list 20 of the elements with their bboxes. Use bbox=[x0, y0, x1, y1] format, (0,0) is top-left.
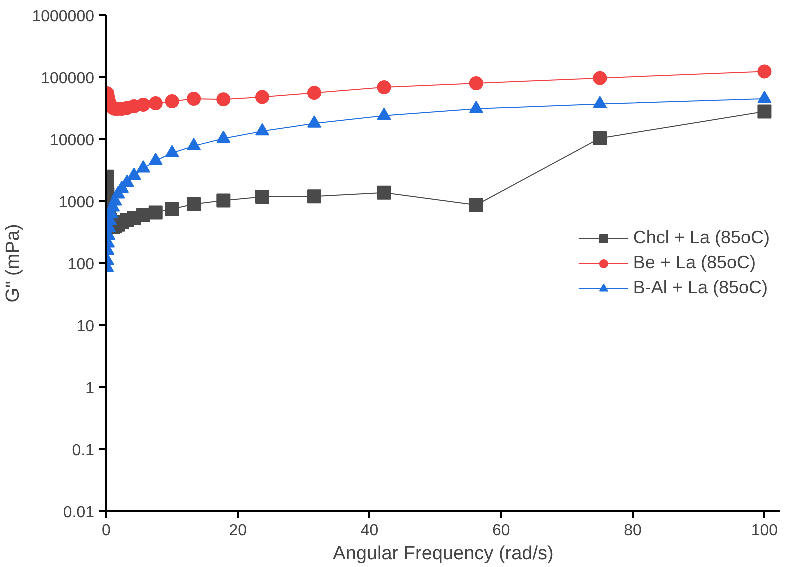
x-tick-label: 60 bbox=[492, 522, 510, 540]
y-tick-label: 0.01 bbox=[63, 504, 95, 522]
y-tick-label: 0.1 bbox=[72, 442, 95, 460]
legend-label: Be + La (85oC) bbox=[633, 252, 756, 274]
legend-label: Chcl + La (85oC) bbox=[633, 228, 770, 248]
y-tick-label: 10 bbox=[76, 318, 95, 336]
y-tick-label: 1000000 bbox=[32, 8, 95, 26]
y-tick-label: 1 bbox=[86, 380, 95, 398]
x-axis-title: Angular Frequency (rad/s) bbox=[333, 544, 554, 564]
x-tick-label: 20 bbox=[229, 522, 248, 540]
y-tick-label: 100 bbox=[68, 256, 95, 274]
y-tick-label: 1000 bbox=[58, 194, 95, 212]
legend-label: B-Al + La (85oC) bbox=[633, 278, 768, 298]
x-tick-label: 40 bbox=[360, 522, 379, 540]
y-tick-label: 100000 bbox=[41, 70, 95, 88]
x-tick-label: 80 bbox=[624, 522, 642, 540]
x-tick-label: 0 bbox=[102, 522, 112, 540]
y-axis-title: G" (mPa) bbox=[3, 224, 24, 303]
x-tick-label: 100 bbox=[751, 522, 778, 540]
y-tick-label: 10000 bbox=[50, 132, 95, 150]
